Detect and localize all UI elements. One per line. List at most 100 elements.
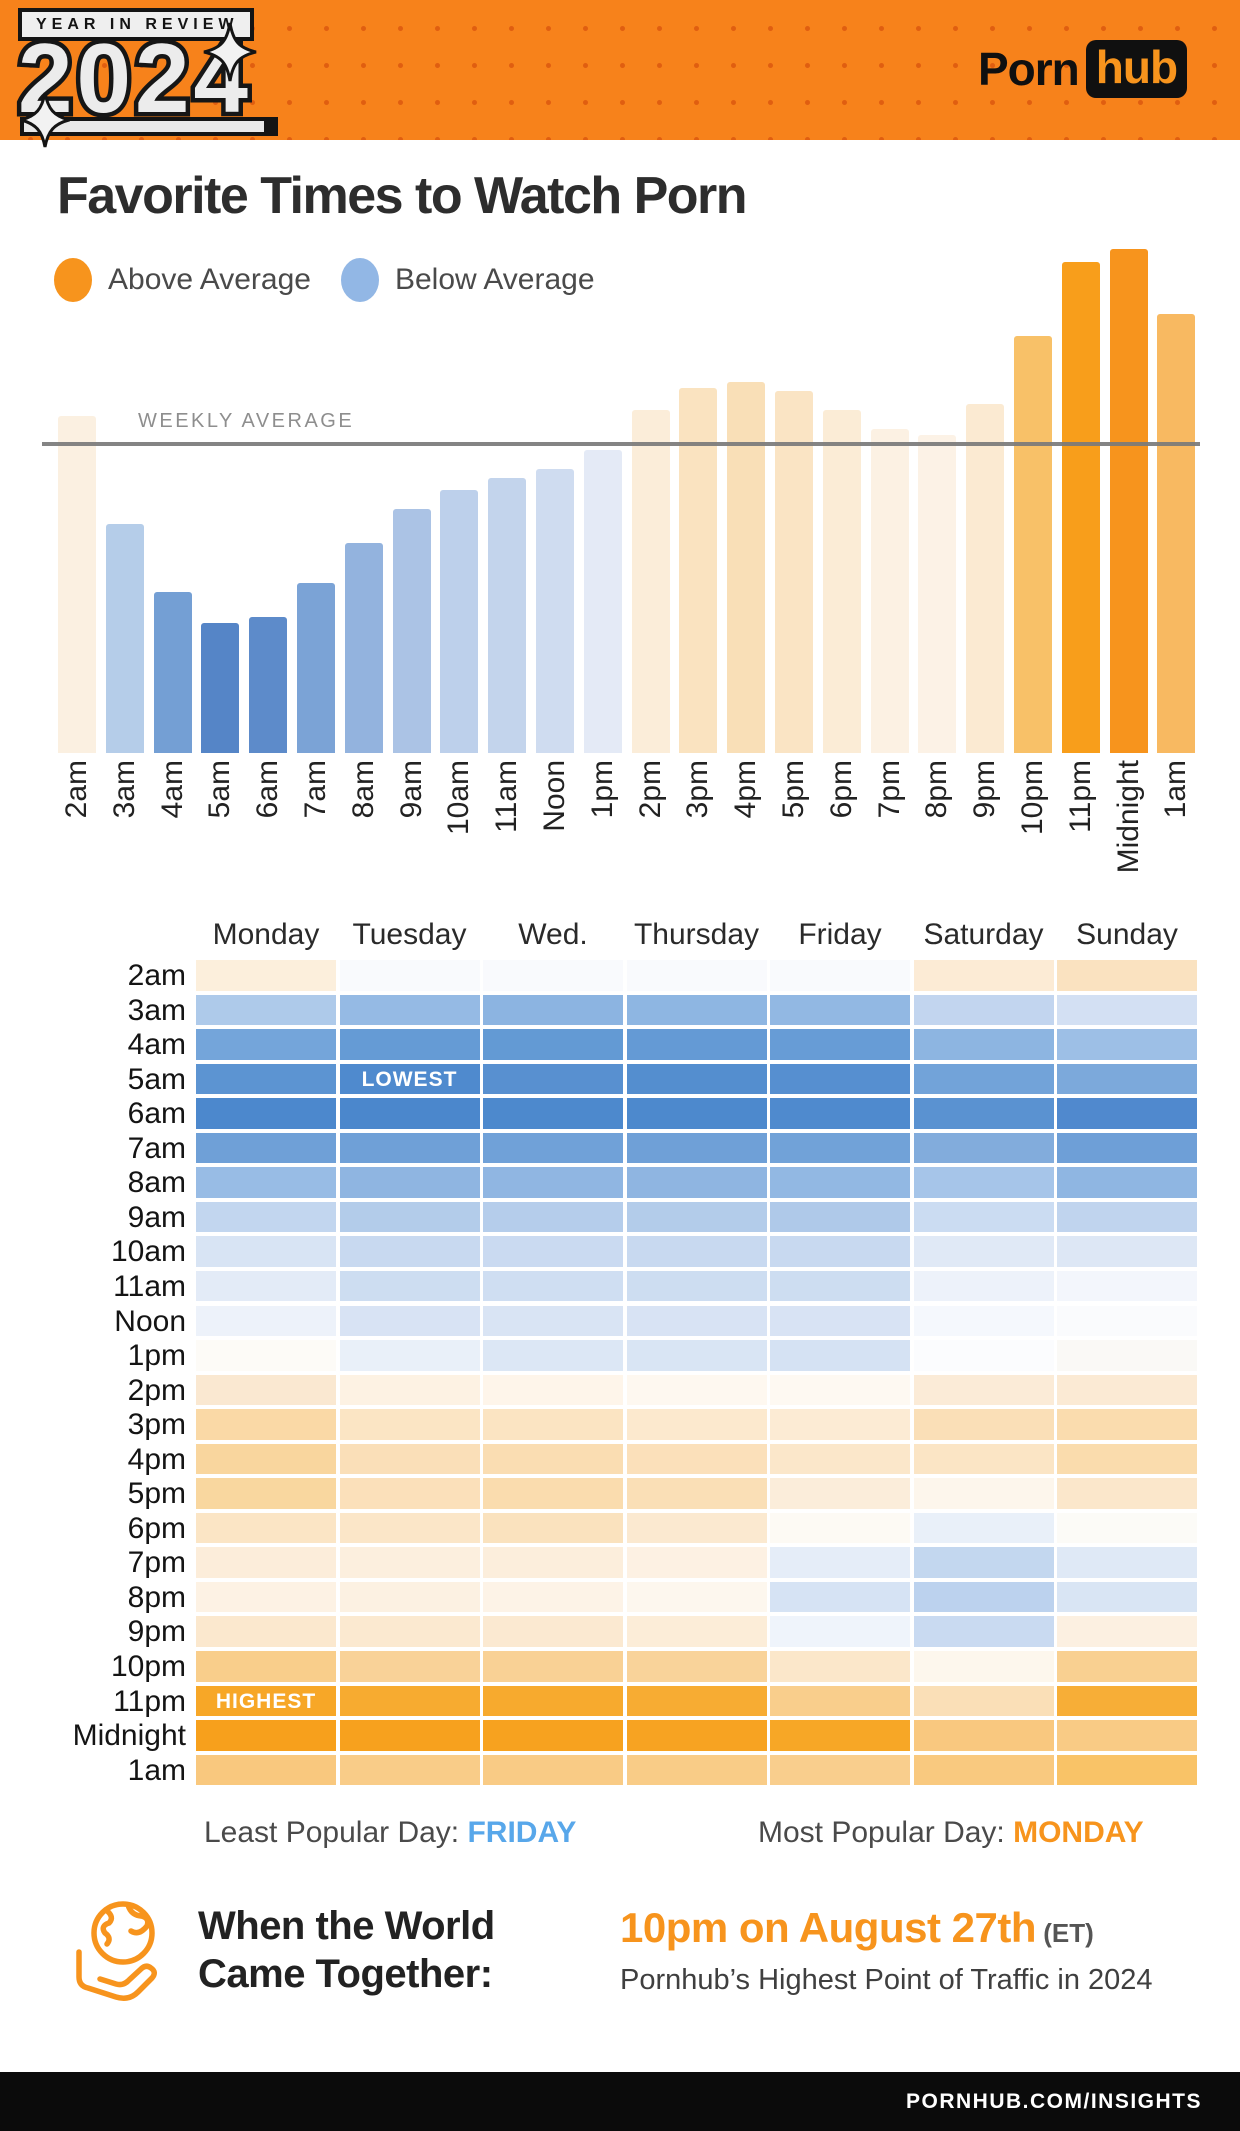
heatmap-cell-tuesday-8pm — [339, 1581, 480, 1613]
heatmap-cell-thursday-7am — [626, 1132, 767, 1164]
heatmap-cell-friday-11pm — [770, 1685, 910, 1717]
heatmap-cell-friday-9am — [770, 1201, 910, 1233]
heatmap-cell-wed-midnight — [483, 1720, 623, 1751]
heatmap-cell-sunday-9pm — [1057, 1616, 1197, 1647]
heatmap-cell-monday-11am — [196, 1270, 336, 1302]
sparkle-icon — [203, 22, 257, 82]
heatmap-cell-thursday-10pm — [626, 1651, 767, 1682]
heatmap-cell-saturday-3am — [913, 994, 1054, 1026]
heatmap-cell-tuesday-4pm — [339, 1443, 480, 1475]
heatmap-cell-wed-9am — [483, 1201, 623, 1233]
heatmap-cell-monday-midnight — [196, 1720, 336, 1751]
heatmap-hour-label-noon: Noon — [114, 1304, 186, 1338]
heatmap-hour-label-10am: 10am — [110, 1235, 186, 1269]
heatmap-cell-thursday-5am — [626, 1063, 767, 1095]
world-heading: When the World Came Together: — [198, 1902, 495, 1998]
heatmap-hour-label-3am: 3am — [127, 993, 186, 1027]
heatmap-cell-friday-8pm — [770, 1581, 910, 1613]
heatmap-cell-friday-6pm — [770, 1512, 910, 1544]
heatmap-cell-thursday-8am — [626, 1167, 767, 1198]
bar-3pm — [679, 388, 718, 753]
heatmap-cell-sunday-4pm — [1057, 1443, 1197, 1475]
heatmap-cell-sunday-6am — [1057, 1098, 1197, 1129]
above-average-dot-icon — [54, 258, 92, 302]
heatmap-cell-monday-6pm — [196, 1512, 336, 1544]
weekly-average-line — [42, 442, 1200, 446]
heatmap-cell-tuesday-10am — [339, 1236, 480, 1267]
heatmap-cell-monday-2pm — [196, 1374, 336, 1406]
least-popular-value: FRIDAY — [467, 1816, 577, 1849]
heatmap-cell-tuesday-2am — [339, 960, 480, 991]
heatmap-cell-thursday-4pm — [626, 1443, 767, 1475]
heatmap-cell-wed-noon — [483, 1305, 623, 1336]
heatmap-cell-thursday-6pm — [626, 1512, 767, 1544]
bar-2am — [58, 416, 96, 753]
heatmap-cell-thursday-noon — [626, 1305, 767, 1336]
heatmap-cell-tuesday-7am — [339, 1132, 480, 1164]
heatmap-cell-friday-7pm — [770, 1547, 910, 1578]
year-2024-logo: 2024 — [14, 26, 253, 121]
legend-label: Below Average — [394, 263, 595, 296]
heatmap-cell-wed-10pm — [483, 1651, 623, 1682]
heatmap-cell-tuesday-9pm — [339, 1616, 480, 1647]
heatmap-cell-tuesday-5pm — [339, 1478, 480, 1509]
heatmap-hour-label-8am: 8am — [127, 1166, 186, 1200]
x-axis-label-9pm: 9pm — [968, 760, 1002, 819]
bar-7am — [297, 583, 335, 753]
legend-below-average: Below Average — [340, 258, 595, 302]
heatmap-annotation-highest: HIGHEST — [215, 1689, 317, 1713]
heatmap-hour-label-11am: 11am — [113, 1269, 186, 1303]
heatmap-cell-saturday-11am — [913, 1270, 1054, 1302]
heatmap-hour-label-5am: 5am — [127, 1062, 186, 1096]
bar-midnight — [1109, 249, 1148, 753]
x-axis-label-7pm: 7pm — [872, 760, 906, 819]
heatmap-cell-monday-8am — [196, 1167, 336, 1198]
heatmap-cell-wed-11am — [483, 1270, 623, 1302]
sparkle-icon — [20, 92, 70, 148]
heatmap-cell-saturday-8pm — [913, 1581, 1054, 1613]
heatmap-cell-sunday-11pm — [1057, 1685, 1197, 1717]
heatmap-cell-monday-7pm — [196, 1547, 336, 1578]
heatmap-hour-label-midnight: Midnight — [72, 1719, 186, 1753]
heatmap-cell-tuesday-4am — [339, 1029, 480, 1060]
heatmap-cell-saturday-5am — [913, 1063, 1054, 1095]
heatmap-cell-wed-5am — [483, 1063, 623, 1095]
heatmap-cell-saturday-9am — [913, 1201, 1054, 1233]
heatmap-cell-wed-8pm — [483, 1581, 623, 1613]
most-popular-label: Most Popular Day: — [758, 1816, 1014, 1849]
least-popular-label: Least Popular Day: — [204, 1816, 468, 1849]
heatmap-cell-saturday-1am — [913, 1754, 1054, 1786]
heatmap-cell-friday-4am — [770, 1029, 910, 1060]
heatmap-cell-saturday-3pm — [913, 1409, 1054, 1440]
bar-7pm — [870, 429, 909, 753]
x-axis-label-4pm: 4pm — [729, 760, 763, 819]
x-axis-label-2am: 2am — [60, 760, 93, 819]
heatmap-cell-wed-4pm — [483, 1443, 623, 1475]
bar-10am — [440, 490, 479, 753]
heatmap-cell-friday-5pm — [770, 1478, 910, 1509]
heatmap-cell-friday-3am — [770, 994, 910, 1026]
x-axis-label-8pm: 8pm — [920, 760, 954, 819]
bar-4am — [153, 592, 192, 753]
year-2024-text: 2024 — [18, 26, 252, 121]
heatmap-cell-saturday-midnight — [913, 1720, 1054, 1751]
peak-time-timezone: (ET) — [1035, 1918, 1094, 1948]
heatmap-cell-wed-10am — [483, 1236, 623, 1267]
heatmap-cell-thursday-10am — [626, 1236, 767, 1267]
heatmap-cell-sunday-5pm — [1057, 1478, 1197, 1509]
heatmap-cell-wed-7am — [483, 1132, 623, 1164]
bar-5pm — [775, 391, 813, 753]
x-axis-label-2pm: 2pm — [633, 760, 667, 819]
heatmap-cell-wed-8am — [483, 1167, 623, 1198]
x-axis-label-noon: Noon — [538, 760, 571, 832]
heatmap-cell-sunday-8am — [1057, 1167, 1197, 1198]
year-in-review-badge: YEAR IN REVIEW — [18, 8, 255, 41]
most-popular-value: MONDAY — [1013, 1816, 1144, 1849]
heatmap-cell-friday-midnight — [770, 1720, 910, 1751]
heatmap-hour-label-5pm: 5pm — [127, 1477, 186, 1511]
bar-1pm — [583, 450, 622, 753]
heatmap-cell-tuesday-9am — [339, 1201, 480, 1233]
x-axis-label-6am: 6am — [251, 760, 285, 819]
heatmap-cell-wed-4am — [483, 1029, 623, 1060]
below-average-dot-icon — [340, 258, 379, 302]
